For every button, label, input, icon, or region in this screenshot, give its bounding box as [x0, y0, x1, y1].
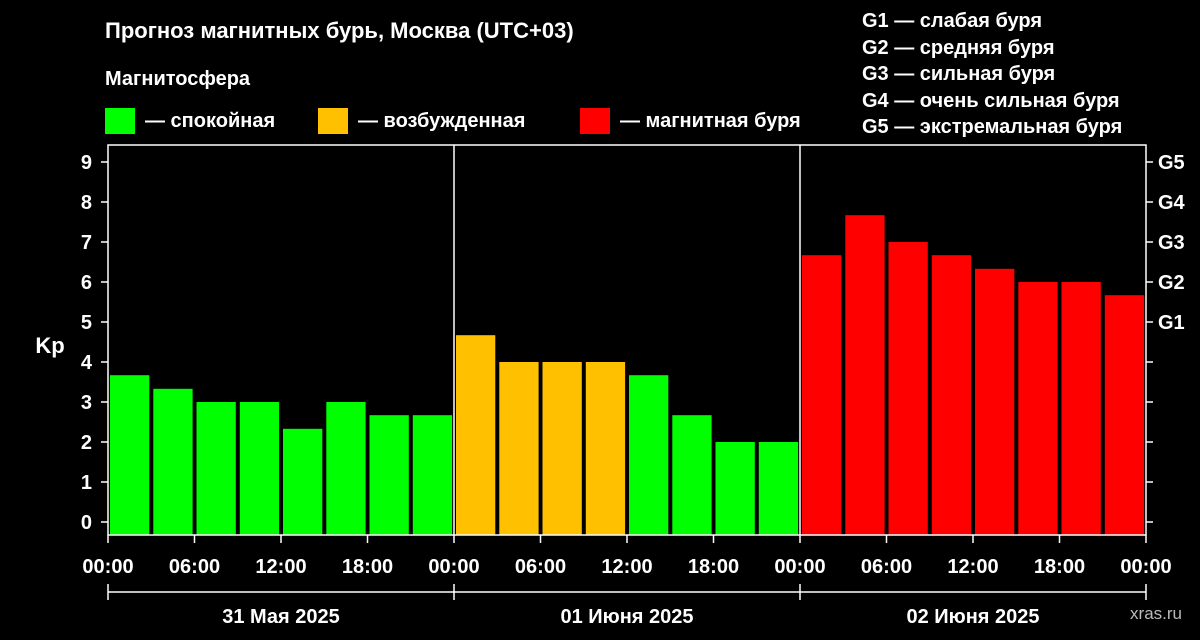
x-tick-label: 18:00 [342, 556, 393, 578]
g-tick-label: G1 [1158, 312, 1185, 334]
x-tick-label: 12:00 [947, 556, 998, 578]
bar [326, 402, 366, 535]
bar [845, 215, 885, 535]
y-tick-label: 9 [81, 152, 92, 174]
legend-quiet: — спокойная [105, 108, 275, 134]
bar [931, 255, 972, 535]
x-tick-label: 06:00 [515, 556, 566, 578]
legend-label-active: — возбужденная [358, 109, 526, 132]
g-tick-label: G5 [1158, 152, 1185, 174]
bar [456, 335, 496, 535]
page-title: Прогноз магнитных бурь, Москва (UTC+03) [105, 18, 574, 43]
g-tick-label: G3 [1158, 232, 1185, 254]
storm-scale-g1: G1 — слабая буря [862, 10, 1043, 32]
x-tick-label: 06:00 [169, 556, 220, 578]
legend-swatch-quiet [105, 108, 135, 134]
bar [499, 362, 539, 535]
bar [888, 242, 928, 535]
y-tick-label: 3 [81, 392, 92, 414]
bar [542, 362, 582, 535]
legend-storm: — магнитная буря [580, 108, 801, 134]
bar [1104, 295, 1145, 535]
bar [196, 402, 236, 535]
x-tick-label: 12:00 [255, 556, 306, 578]
day-label: 02 Июня 2025 [906, 606, 1039, 628]
y-tick-label: 1 [81, 472, 92, 494]
bar [110, 375, 150, 535]
storm-scale-g2: G2 — средняя буря [862, 36, 1055, 59]
legend-swatch-storm [580, 108, 610, 134]
magnetosphere-label: Магнитосфера [105, 68, 251, 90]
x-tick-label: 18:00 [1034, 556, 1085, 578]
y-tick-label: 8 [81, 192, 92, 214]
bar [1018, 282, 1058, 535]
g-tick-label: G2 [1158, 272, 1185, 294]
x-tick-label: 00:00 [774, 556, 825, 578]
y-tick-label: 7 [81, 232, 92, 254]
bar [412, 415, 453, 535]
storm-scale-g5: G5 — экстремальная буря [862, 116, 1123, 138]
y-axis-label: Kp [35, 333, 64, 358]
bar [1061, 282, 1101, 535]
x-tick-label: 06:00 [861, 556, 912, 578]
watermark: xras.ru [1130, 604, 1182, 623]
legend-swatch-active [318, 108, 348, 134]
day-label: 31 Мая 2025 [222, 606, 340, 628]
x-tick-label: 00:00 [428, 556, 479, 578]
legend-label-storm: — магнитная буря [620, 109, 801, 132]
bar [672, 415, 712, 535]
g-tick-label: G4 [1158, 192, 1186, 214]
y-tick-label: 0 [81, 512, 92, 534]
x-tick-label: 00:00 [82, 556, 133, 578]
day-label: 01 Июня 2025 [560, 606, 693, 628]
x-tick-label: 12:00 [601, 556, 652, 578]
storm-scale-g3: G3 — сильная буря [862, 63, 1056, 85]
legend-label-quiet: — спокойная [145, 109, 276, 132]
storm-scale-g4: G4 — очень сильная буря [862, 89, 1120, 112]
bar [283, 428, 323, 535]
legend-active: — возбужденная [318, 108, 525, 134]
y-tick-label: 5 [81, 312, 92, 334]
bar [629, 375, 669, 535]
bar [153, 388, 193, 535]
bar [802, 255, 842, 535]
y-tick-label: 4 [81, 352, 93, 374]
y-tick-label: 6 [81, 272, 92, 294]
bar [585, 362, 626, 535]
storm-scale-legend: G1 — слабая буря G2 — средняя буря G3 — … [862, 8, 1122, 141]
bar [758, 442, 799, 535]
bar [715, 442, 755, 535]
bar [239, 402, 280, 535]
bar [975, 268, 1015, 535]
x-tick-label: 00:00 [1120, 556, 1171, 578]
x-tick-label: 18:00 [688, 556, 739, 578]
bar [369, 415, 409, 535]
y-tick-label: 2 [81, 432, 92, 454]
